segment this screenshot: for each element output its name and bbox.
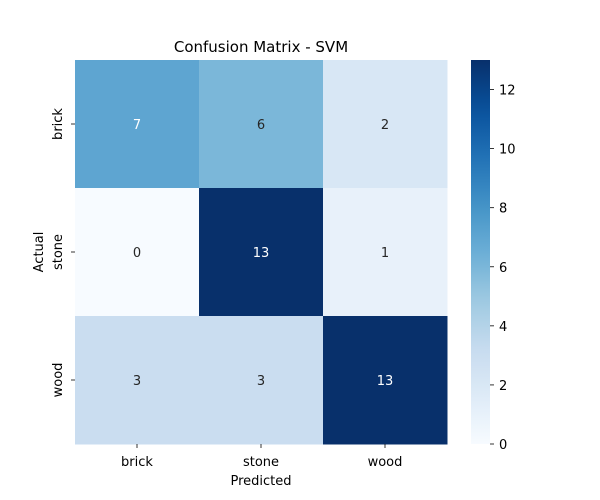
colorbar-tick-label: 6 xyxy=(499,261,507,276)
cell-wood-stone xyxy=(199,316,324,445)
cell-value-label: 13 xyxy=(377,374,394,389)
cell-value-label: 13 xyxy=(253,246,270,261)
x-axis-label: Predicted xyxy=(230,474,291,489)
y-tick-label: stone xyxy=(51,234,66,270)
colorbar-tick-label: 4 xyxy=(499,320,507,335)
heatmap-cells: 7 6 20 13 13 3 13 xyxy=(75,60,448,445)
cell-stone-brick xyxy=(75,188,200,317)
y-tick-labels: brick stone wood xyxy=(51,108,75,398)
y-axis-label: Actual xyxy=(32,232,47,273)
x-tick-labels: brick stone wood xyxy=(121,444,402,470)
colorbar xyxy=(471,60,490,444)
colorbar-tick-label: 10 xyxy=(499,143,516,158)
cell-value-label: 3 xyxy=(257,374,265,389)
x-tick-label: stone xyxy=(243,455,279,470)
y-tick-label: brick xyxy=(51,108,66,140)
x-tick-label: wood xyxy=(368,455,403,470)
cell-wood-brick xyxy=(75,316,200,445)
cell-brick-brick xyxy=(75,60,200,189)
colorbar-tick-label: 0 xyxy=(499,438,507,453)
cell-stone-stone xyxy=(199,188,324,317)
cell-value-label: 3 xyxy=(133,374,141,389)
colorbar-tick-label: 2 xyxy=(499,379,507,394)
cell-value-label: 7 xyxy=(133,118,141,133)
y-tick-label: wood xyxy=(51,363,66,398)
cell-value-label: 0 xyxy=(133,246,141,261)
cell-wood-wood xyxy=(323,316,448,445)
cell-value-label: 6 xyxy=(257,118,265,133)
cell-brick-wood xyxy=(323,60,448,189)
cell-brick-stone xyxy=(199,60,324,189)
colorbar-tick-label: 8 xyxy=(499,202,507,217)
colorbar-tick-label: 12 xyxy=(499,84,516,99)
x-tick-label: brick xyxy=(121,455,153,470)
cell-value-label: 2 xyxy=(381,118,389,133)
chart-title: Confusion Matrix - SVM xyxy=(174,38,348,56)
cell-stone-wood xyxy=(323,188,448,317)
cell-value-label: 1 xyxy=(381,246,389,261)
colorbar-ticks: 0 2 4 6 8 10 12 xyxy=(490,84,516,453)
